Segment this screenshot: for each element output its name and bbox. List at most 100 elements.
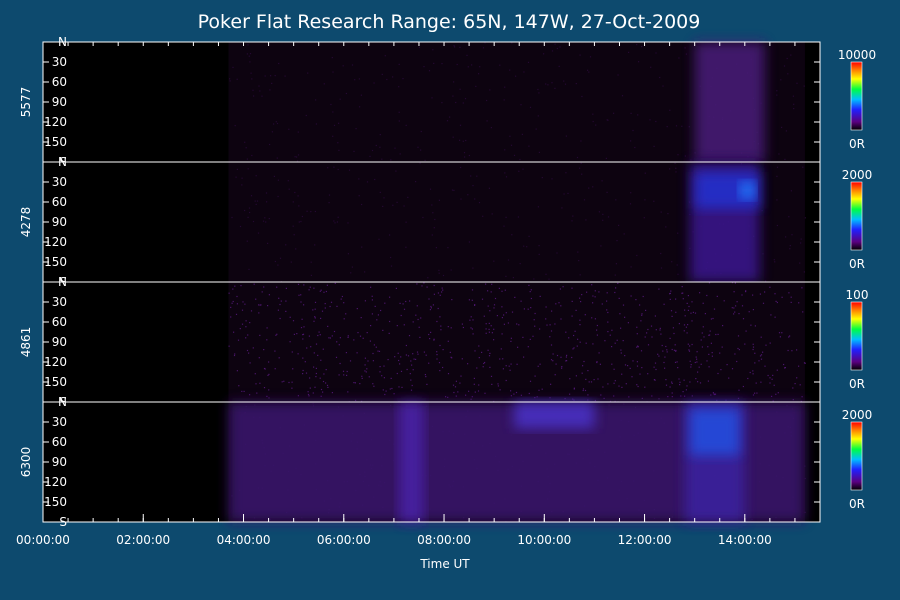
noise-dot: [271, 82, 273, 84]
data-region: [228, 282, 805, 402]
noise-dot: [302, 373, 304, 375]
noise-dot: [471, 396, 473, 398]
noise-dot: [685, 53, 687, 55]
noise-dot: [523, 71, 525, 73]
noise-dot: [793, 108, 795, 110]
noise-dot: [479, 66, 481, 68]
noise-dot: [754, 362, 756, 364]
noise-dot: [256, 392, 258, 394]
noise-dot: [799, 262, 801, 264]
noise-dot: [277, 309, 279, 311]
noise-dot: [428, 70, 431, 72]
noise-dot: [447, 326, 449, 328]
y-tick-label: 60: [52, 315, 67, 329]
noise-dot: [771, 378, 773, 380]
noise-dot: [310, 346, 312, 348]
noise-dot: [249, 53, 252, 55]
noise-dot: [305, 372, 308, 374]
noise-dot: [491, 383, 493, 385]
noise-dot: [545, 306, 547, 308]
noise-dot: [517, 346, 519, 348]
noise-dot: [708, 353, 710, 355]
noise-dot: [367, 360, 369, 362]
noise-dot: [366, 368, 368, 370]
noise-dot: [241, 177, 243, 179]
noise-dot: [489, 352, 491, 354]
noise-dot: [616, 240, 618, 242]
noise-dot: [565, 331, 567, 333]
noise-dot: [381, 73, 383, 75]
noise-dot: [417, 318, 419, 321]
noise-dot: [588, 71, 590, 73]
noise-dot: [675, 171, 677, 173]
noise-dot: [396, 372, 398, 375]
noise-dot: [436, 320, 438, 323]
noise-dot: [297, 395, 299, 397]
noise-dot: [666, 349, 668, 351]
y-tick-label: 90: [52, 335, 67, 349]
noise-dot: [765, 344, 767, 346]
y-tick-label: 150: [44, 255, 67, 269]
noise-dot: [291, 381, 293, 383]
noise-dot: [537, 206, 539, 208]
noise-dot: [725, 399, 727, 401]
noise-dot: [418, 46, 420, 49]
noise-dot: [322, 348, 324, 350]
noise-dot: [627, 365, 629, 367]
noise-dot: [405, 124, 407, 126]
noise-dot: [266, 395, 268, 397]
noise-dot: [259, 382, 261, 384]
noise-dot: [675, 298, 677, 300]
colorbar-max-label: 100: [846, 288, 869, 302]
noise-dot: [695, 378, 697, 380]
noise-dot: [471, 289, 474, 291]
noise-dot: [298, 294, 300, 296]
noise-dot: [460, 198, 462, 200]
noise-dot: [800, 242, 802, 244]
noise-dot: [671, 381, 673, 383]
noise-dot: [304, 361, 306, 363]
noise-dot: [565, 172, 567, 174]
noise-dot: [550, 344, 553, 346]
noise-dot: [737, 335, 740, 337]
noise-dot: [386, 78, 388, 81]
noise-dot: [246, 349, 249, 352]
noise-dot: [691, 301, 693, 303]
noise-dot: [520, 104, 522, 106]
noise-dot: [752, 309, 754, 311]
noise-dot: [453, 81, 455, 83]
noise-dot: [776, 369, 778, 371]
noise-dot: [671, 396, 673, 398]
noise-dot: [565, 360, 567, 362]
noise-dot: [582, 365, 584, 367]
noise-dot: [713, 393, 715, 395]
noise-dot: [474, 304, 476, 306]
noise-dot: [696, 351, 698, 353]
noise-dot: [493, 260, 495, 262]
noise-dot: [559, 288, 561, 290]
noise-dot: [537, 115, 539, 117]
noise-dot: [580, 140, 582, 142]
noise-dot: [330, 103, 332, 106]
noise-dot: [445, 396, 447, 398]
noise-dot: [683, 379, 685, 381]
noise-dot: [385, 390, 387, 392]
noise-dot: [314, 210, 316, 213]
noise-dot: [581, 173, 583, 175]
noise-dot: [461, 358, 463, 360]
noise-dot: [315, 372, 317, 375]
noise-dot: [244, 303, 246, 305]
noise-dot: [613, 112, 615, 114]
noise-dot: [241, 184, 243, 186]
noise-dot: [762, 302, 765, 304]
noise-dot: [415, 181, 417, 183]
noise-dot: [314, 308, 316, 310]
noise-dot: [297, 353, 299, 355]
noise-dot: [251, 78, 253, 80]
noise-dot: [688, 305, 690, 308]
noise-dot: [471, 299, 473, 301]
noise-dot: [341, 295, 343, 298]
noise-dot: [677, 367, 679, 369]
noise-dot: [622, 304, 625, 306]
noise-dot: [503, 99, 505, 101]
